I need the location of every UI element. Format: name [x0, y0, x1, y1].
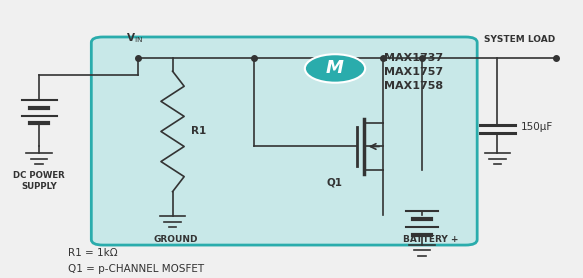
Text: MAX1757: MAX1757 — [384, 67, 444, 77]
Text: V$_{\mathsf{IN}}$: V$_{\mathsf{IN}}$ — [127, 31, 143, 45]
Text: BATTERY +: BATTERY + — [403, 235, 458, 244]
Text: GROUND: GROUND — [153, 235, 198, 244]
FancyBboxPatch shape — [92, 37, 477, 245]
Text: M: M — [326, 59, 344, 78]
Text: 150μF: 150μF — [521, 122, 553, 132]
Circle shape — [305, 54, 365, 83]
Text: SYSTEM LOAD: SYSTEM LOAD — [484, 35, 556, 44]
Text: Q1 = p-CHANNEL MOSFET: Q1 = p-CHANNEL MOSFET — [68, 264, 204, 274]
Text: Q1: Q1 — [326, 178, 342, 188]
Text: MAX1737: MAX1737 — [384, 53, 444, 63]
Text: R1: R1 — [191, 126, 206, 136]
Text: R1 = 1kΩ: R1 = 1kΩ — [68, 248, 118, 258]
Text: DC POWER
SUPPLY: DC POWER SUPPLY — [13, 171, 65, 190]
Text: MAX1758: MAX1758 — [384, 81, 444, 91]
